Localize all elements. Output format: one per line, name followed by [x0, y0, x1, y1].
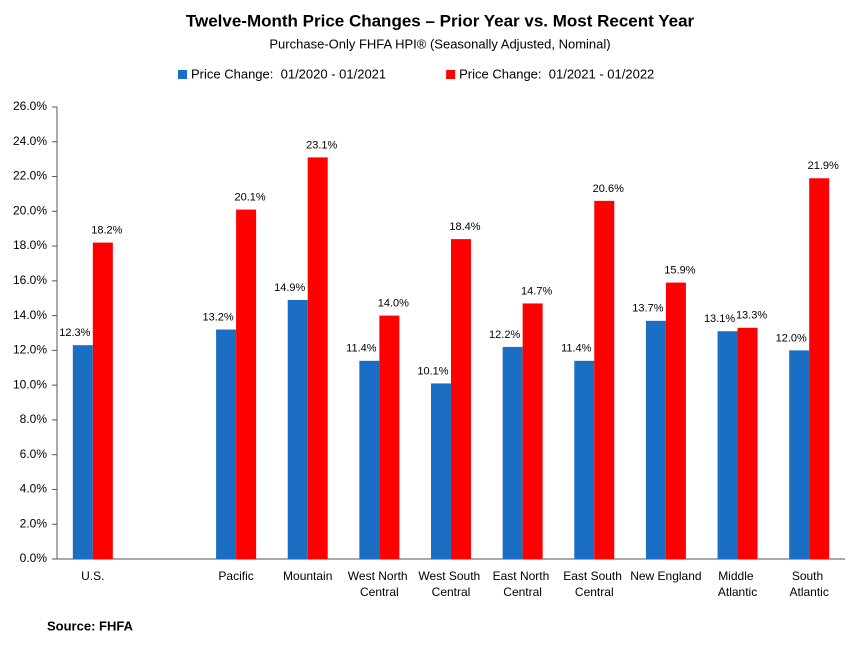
- value-label: 14.9%: [274, 282, 305, 294]
- value-label: 23.1%: [306, 139, 337, 151]
- bar: [502, 346, 523, 559]
- bar: [379, 315, 400, 559]
- y-tick-label: 2.0%: [20, 516, 48, 530]
- value-label: 13.1%: [704, 313, 735, 325]
- value-label: 14.7%: [521, 285, 552, 297]
- x-tick-label: South Atlantic: [790, 569, 829, 599]
- y-tick-label: 26.0%: [13, 99, 47, 113]
- x-tick-label: Mountain: [283, 569, 332, 583]
- x-tick-label: New England: [630, 569, 701, 583]
- bar: [522, 303, 543, 559]
- value-label: 20.6%: [593, 183, 624, 195]
- legend-swatch: [178, 70, 187, 79]
- bar: [594, 200, 615, 559]
- bar: [287, 299, 308, 559]
- legend-label: Price Change: 01/2020 - 01/2021: [191, 66, 386, 81]
- bar: [216, 329, 237, 559]
- value-label: 18.4%: [449, 221, 480, 233]
- x-tick-label: West North Central: [348, 569, 411, 599]
- y-tick-label: 14.0%: [13, 308, 47, 322]
- y-tick-label: 18.0%: [13, 238, 47, 252]
- value-label: 13.7%: [632, 303, 663, 315]
- bar: [645, 320, 666, 559]
- chart-title: Twelve-Month Price Changes – Prior Year …: [186, 11, 695, 30]
- value-label: 15.9%: [664, 264, 695, 276]
- bar: [236, 209, 257, 560]
- x-tick-label: U.S.: [81, 569, 104, 583]
- value-label: 21.9%: [808, 160, 839, 172]
- value-label: 13.2%: [202, 311, 233, 323]
- bar: [431, 383, 451, 559]
- bar: [307, 157, 328, 559]
- value-label: 20.1%: [234, 191, 265, 203]
- value-label: 11.4%: [346, 343, 377, 355]
- legend-swatch: [446, 70, 456, 79]
- value-label: 12.3%: [59, 327, 90, 339]
- bar: [717, 331, 738, 559]
- y-tick-label: 8.0%: [20, 412, 48, 426]
- value-label: 12.0%: [776, 332, 807, 344]
- chart-subtitle: Purchase-Only FHFA HPI® (Seasonally Adju…: [269, 36, 610, 51]
- x-tick-label: West South Central: [418, 569, 483, 599]
- value-label: 11.4%: [561, 343, 592, 355]
- y-tick-label: 4.0%: [20, 482, 48, 496]
- y-tick-label: 12.0%: [13, 343, 47, 357]
- bar: [574, 360, 595, 559]
- value-label: 13.3%: [736, 310, 767, 322]
- y-tick-label: 10.0%: [13, 377, 47, 391]
- bar: [665, 282, 686, 559]
- source-note: Source: FHFA: [47, 618, 134, 633]
- bar: [451, 239, 471, 559]
- x-tick-label: East North Central: [493, 569, 553, 599]
- value-label: 10.1%: [417, 365, 448, 377]
- value-label: 12.2%: [489, 329, 520, 341]
- bar: [92, 242, 113, 559]
- y-tick-label: 20.0%: [13, 203, 47, 217]
- legend-label: Price Change: 01/2021 - 01/2022: [459, 66, 654, 81]
- y-tick-label: 0.0%: [20, 551, 48, 565]
- value-label: 14.0%: [378, 298, 409, 310]
- bar: [359, 360, 380, 559]
- bar: [737, 327, 758, 559]
- x-tick-label: Middle Atlantic: [718, 569, 757, 599]
- y-tick-label: 16.0%: [13, 273, 47, 287]
- bar: [809, 178, 830, 559]
- bar: [789, 350, 810, 559]
- bar: [72, 345, 93, 559]
- x-tick-label: East South Central: [563, 569, 625, 599]
- y-tick-label: 24.0%: [13, 134, 47, 148]
- value-label: 18.2%: [91, 225, 122, 237]
- x-tick-label: Pacific: [218, 569, 253, 583]
- y-tick-label: 22.0%: [13, 169, 47, 183]
- y-tick-label: 6.0%: [20, 447, 48, 461]
